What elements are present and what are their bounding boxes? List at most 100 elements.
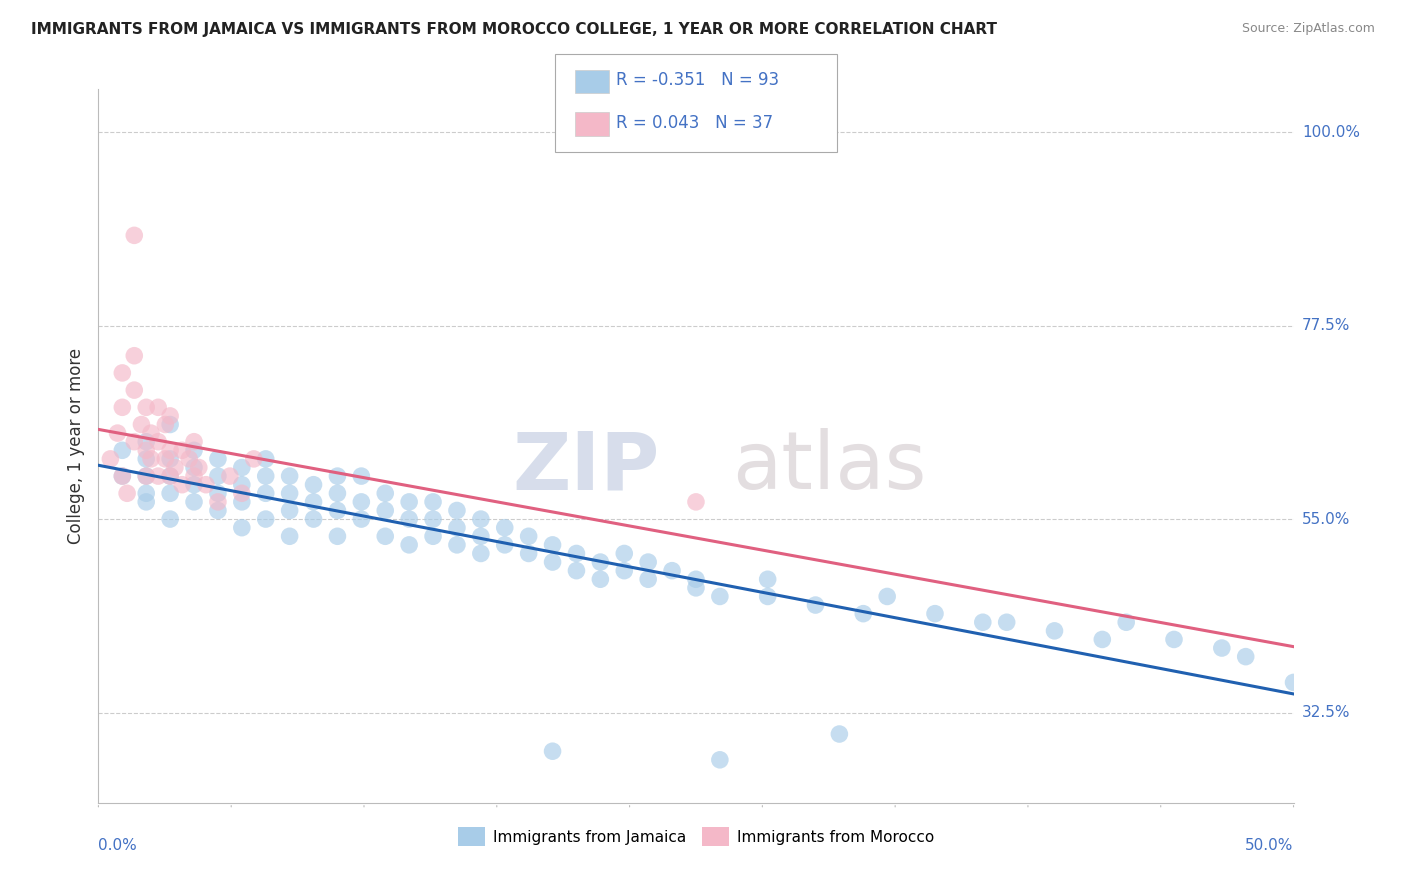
Point xyxy=(517,529,540,543)
Point xyxy=(278,529,301,543)
Point xyxy=(446,538,468,552)
Point xyxy=(219,469,242,483)
Point xyxy=(589,555,612,569)
Point xyxy=(374,529,396,543)
Point xyxy=(135,486,157,500)
Y-axis label: College, 1 year or more: College, 1 year or more xyxy=(66,348,84,544)
Point xyxy=(124,228,146,243)
Text: 55.0%: 55.0% xyxy=(1302,512,1350,526)
Point xyxy=(131,417,153,432)
Text: 77.5%: 77.5% xyxy=(1302,318,1350,333)
Point xyxy=(661,564,683,578)
Point xyxy=(302,495,325,509)
Point xyxy=(159,512,181,526)
Point xyxy=(494,538,516,552)
Point xyxy=(98,451,122,466)
Point xyxy=(470,546,492,560)
Point xyxy=(541,538,564,552)
Point xyxy=(172,477,194,491)
Point xyxy=(231,486,253,500)
Point xyxy=(1163,632,1185,647)
Point xyxy=(148,469,170,483)
Point xyxy=(243,451,266,466)
Text: R = 0.043   N = 37: R = 0.043 N = 37 xyxy=(616,114,773,132)
Point xyxy=(1115,615,1137,630)
Point xyxy=(183,469,205,483)
Point xyxy=(637,555,659,569)
Point xyxy=(350,469,373,483)
Point xyxy=(179,451,201,466)
Point xyxy=(494,521,516,535)
Point xyxy=(135,401,157,415)
Point xyxy=(111,443,134,458)
Text: Source: ZipAtlas.com: Source: ZipAtlas.com xyxy=(1241,22,1375,36)
Point xyxy=(124,383,146,397)
Point xyxy=(111,469,134,483)
Point xyxy=(637,572,659,586)
Point xyxy=(148,401,170,415)
Point xyxy=(589,572,612,586)
Text: 50.0%: 50.0% xyxy=(1246,838,1294,854)
Point xyxy=(183,443,205,458)
Point xyxy=(685,495,707,509)
Point xyxy=(159,469,181,483)
Point xyxy=(326,503,349,517)
Point xyxy=(565,546,588,560)
Point xyxy=(470,529,492,543)
Point xyxy=(924,607,946,621)
Point xyxy=(254,451,277,466)
Point xyxy=(172,443,194,458)
Point xyxy=(326,469,349,483)
Text: R = -0.351   N = 93: R = -0.351 N = 93 xyxy=(616,71,779,89)
Point xyxy=(278,503,301,517)
Point xyxy=(278,469,301,483)
Point xyxy=(135,495,157,509)
Point xyxy=(207,451,229,466)
Point xyxy=(446,503,468,517)
Point xyxy=(326,529,349,543)
Point xyxy=(159,409,181,423)
Point xyxy=(1043,624,1066,638)
Text: 100.0%: 100.0% xyxy=(1302,125,1360,140)
Point xyxy=(135,434,157,449)
Point xyxy=(187,460,209,475)
Point xyxy=(398,512,420,526)
Point xyxy=(183,460,205,475)
Point xyxy=(422,495,444,509)
Text: 0.0%: 0.0% xyxy=(98,838,138,854)
Point xyxy=(111,366,134,380)
Point xyxy=(517,546,540,560)
Point xyxy=(972,615,994,630)
Point xyxy=(135,469,157,483)
Point xyxy=(135,451,157,466)
Point xyxy=(302,512,325,526)
Point xyxy=(1211,641,1233,656)
Point xyxy=(183,477,205,491)
Point xyxy=(422,529,444,543)
Point xyxy=(231,477,253,491)
Point xyxy=(398,495,420,509)
Point xyxy=(155,417,177,432)
Point xyxy=(254,469,277,483)
Point xyxy=(159,486,181,500)
Point xyxy=(159,469,181,483)
Point xyxy=(207,469,229,483)
Point xyxy=(159,451,181,466)
Point xyxy=(326,486,349,500)
Point xyxy=(111,401,134,415)
Text: ZIP: ZIP xyxy=(513,428,661,507)
Point xyxy=(155,451,177,466)
Point xyxy=(565,564,588,578)
Point xyxy=(111,469,134,483)
Point xyxy=(852,607,875,621)
Point xyxy=(709,753,731,767)
Point xyxy=(398,538,420,552)
Point xyxy=(231,460,253,475)
Point xyxy=(685,581,707,595)
Point xyxy=(107,426,129,441)
Point xyxy=(195,477,218,491)
Point xyxy=(207,503,229,517)
Point xyxy=(470,512,492,526)
Point xyxy=(541,744,564,758)
Point xyxy=(124,349,146,363)
